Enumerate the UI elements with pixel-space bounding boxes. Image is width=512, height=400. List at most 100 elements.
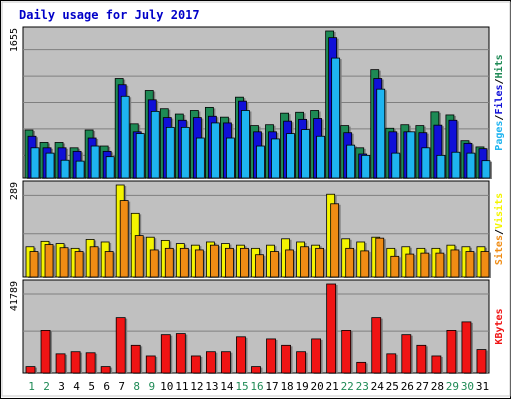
bar-sites-day-10 (164, 247, 174, 278)
day-label-15: 15 (235, 380, 248, 393)
legend-hits: Hits (493, 54, 505, 78)
legend-pages: Pages (494, 121, 505, 151)
bar-sites-day-1 (29, 251, 39, 278)
bar-sites-day-12 (194, 249, 204, 278)
day-label-23: 23 (356, 380, 369, 393)
bar-sites-day-11 (179, 247, 189, 278)
bar-pages-day-3 (60, 159, 70, 179)
bar-kbytes-day-22 (341, 330, 352, 374)
day-label-11: 11 (175, 380, 188, 393)
day-label-12: 12 (190, 380, 203, 393)
bar-sites-day-13 (209, 244, 219, 278)
legend-separator: / (494, 78, 505, 84)
legend-separator: / (494, 229, 505, 235)
bar-kbytes-day-6 (100, 366, 111, 374)
bar-sites-day-24 (375, 237, 385, 278)
legend-separator: / (494, 115, 505, 121)
bar-sites-day-27 (420, 252, 430, 278)
bar-pages-day-31 (481, 160, 491, 179)
bar-pages-day-13 (210, 122, 220, 179)
bar-sites-day-5 (89, 246, 99, 278)
bar-pages-day-26 (406, 131, 416, 179)
y-max-label: 289 (9, 182, 20, 200)
day-label-25: 25 (386, 380, 399, 393)
bar-kbytes-day-3 (55, 353, 66, 374)
bar-kbytes-day-20 (311, 338, 322, 374)
bar-sites-day-8 (134, 235, 144, 278)
bar-sites-day-16 (255, 254, 264, 278)
bar-pages-day-30 (466, 152, 476, 179)
day-label-16: 16 (250, 380, 263, 393)
bar-pages-day-8 (135, 133, 145, 179)
bar-pages-day-15 (241, 110, 250, 179)
bar-pages-day-19 (301, 129, 310, 179)
visits-sites-panel: 289 Sites/Visits (9, 180, 505, 278)
legend-visits: Visits (493, 193, 505, 229)
bar-sites-day-9 (149, 249, 159, 278)
day-label-19: 19 (295, 380, 308, 393)
bar-kbytes-day-16 (251, 366, 261, 374)
bar-pages-day-1 (30, 147, 40, 179)
day-label-30: 30 (461, 380, 474, 393)
bar-sites-day-19 (300, 246, 309, 278)
bar-kbytes-day-13 (205, 351, 216, 374)
bar-pages-day-2 (45, 152, 55, 179)
bar-kbytes-day-11 (175, 333, 186, 374)
bar-kbytes-day-5 (85, 352, 96, 374)
day-label-2: 2 (43, 380, 50, 393)
bar-sites-day-29 (450, 249, 460, 278)
bar-sites-day-15 (240, 247, 249, 278)
bar-pages-day-6 (105, 156, 115, 179)
bar-kbytes-day-27 (416, 344, 427, 374)
y-max-label: 41789 (9, 281, 20, 311)
bar-pages-day-4 (75, 160, 85, 179)
legend-sites: Sites (493, 235, 505, 265)
bar-sites-day-30 (465, 251, 475, 278)
y-max-label: 1655 (9, 28, 20, 52)
bar-sites-day-22 (345, 247, 355, 278)
legend: Pages/Files/Hits (493, 54, 505, 150)
bar-kbytes-day-18 (281, 344, 291, 374)
bar-kbytes-day-1 (25, 366, 36, 374)
bar-kbytes-day-17 (266, 338, 276, 374)
legend-files: Files (493, 84, 505, 114)
bar-kbytes-day-10 (160, 334, 171, 374)
bar-kbytes-day-2 (40, 330, 51, 374)
bar-sites-day-21 (330, 203, 340, 278)
day-label-1: 1 (28, 380, 35, 393)
bar-pages-day-7 (120, 95, 130, 179)
bar-pages-day-27 (421, 147, 431, 179)
bar-kbytes-day-26 (401, 334, 412, 374)
bar-kbytes-day-21 (326, 283, 337, 374)
day-label-24: 24 (371, 380, 385, 393)
bar-kbytes-day-24 (371, 317, 382, 374)
bar-pages-day-22 (346, 144, 356, 179)
bar-kbytes-day-28 (431, 355, 442, 374)
bar-pages-day-25 (391, 152, 401, 179)
bar-kbytes-day-4 (70, 351, 81, 374)
bar-sites-day-18 (285, 249, 294, 278)
legend: KBytes (494, 308, 505, 344)
bar-sites-day-28 (435, 252, 445, 278)
bar-kbytes-day-25 (386, 353, 397, 374)
chart-title: Daily usage for July 2017 (19, 8, 200, 22)
bar-pages-day-28 (436, 154, 446, 179)
bar-pages-day-17 (271, 138, 280, 179)
day-label-3: 3 (58, 380, 65, 393)
bar-pages-day-16 (256, 145, 265, 179)
day-label-22: 22 (341, 380, 354, 393)
day-label-29: 29 (446, 380, 459, 393)
day-label-7: 7 (118, 380, 125, 393)
day-label-27: 27 (416, 380, 429, 393)
bar-sites-day-4 (74, 251, 84, 278)
bar-kbytes-day-29 (446, 330, 457, 374)
bar-kbytes-day-8 (130, 344, 141, 374)
bar-pages-day-9 (150, 110, 160, 179)
bar-sites-day-17 (270, 251, 279, 278)
day-label-21: 21 (326, 380, 339, 393)
legend: Sites/Visits (493, 193, 505, 265)
bar-pages-day-5 (90, 145, 100, 179)
day-label-28: 28 (431, 380, 444, 393)
bar-pages-day-29 (451, 151, 461, 179)
